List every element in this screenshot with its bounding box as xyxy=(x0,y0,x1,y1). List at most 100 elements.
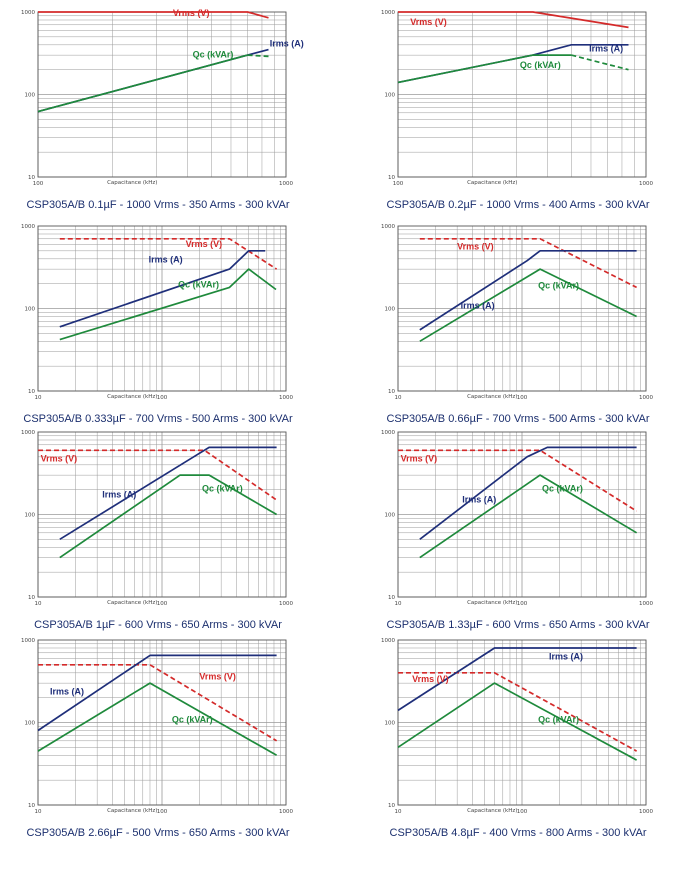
series-label: Irms (A) xyxy=(102,490,136,500)
x-tick-label: 100 xyxy=(393,181,404,187)
y-tick-label: 10 xyxy=(28,595,35,601)
y-tick-label: 100 xyxy=(25,721,36,727)
x-tick-label: 100 xyxy=(157,395,168,401)
series-line-qc-kvar xyxy=(397,54,572,84)
series-label: Irms (A) xyxy=(461,301,495,311)
x-tick-label: 10 xyxy=(35,809,42,815)
y-tick-label: 1000 xyxy=(21,638,35,644)
x-tick-label: 100 xyxy=(517,601,528,607)
plot-frame xyxy=(397,225,647,392)
y-tick-label: 100 xyxy=(385,513,396,519)
chart-panel: 1000 100 10 100 1000 Capacitance (kHz) Vrms (V… xyxy=(8,8,338,226)
series-line-qc-kvar xyxy=(59,474,278,559)
x-tick-label: 100 xyxy=(33,181,44,187)
series-label: Qc (kVAr) xyxy=(538,280,579,290)
y-tick-label: 10 xyxy=(388,175,395,181)
x-tick-label: 1000 xyxy=(279,181,293,187)
x-axis-label: Capacitance (kHz) xyxy=(467,808,517,814)
x-tick-label: 1000 xyxy=(279,601,293,607)
series-line-qc-kvar xyxy=(419,268,637,343)
x-tick-label: 10 xyxy=(395,809,402,815)
series-label: Vrms (V) xyxy=(41,453,78,463)
series-label: Qc (kVAr) xyxy=(542,484,583,494)
x-tick-label: 10 xyxy=(35,395,42,401)
x-tick-label: 1000 xyxy=(639,395,653,401)
series-line-qc-kvar xyxy=(59,268,277,341)
x-tick-label: 100 xyxy=(517,809,528,815)
series-line-irms-a xyxy=(419,249,637,331)
plot-frame xyxy=(37,431,287,598)
series-label: Vrms (V) xyxy=(457,241,494,251)
x-axis-label: Capacitance (kHz) xyxy=(467,394,517,400)
series-line-qc-kvar xyxy=(37,54,248,113)
y-tick-label: 1000 xyxy=(381,430,395,436)
x-tick-label: 10 xyxy=(35,601,42,607)
series-label: Vrms (V) xyxy=(186,239,223,249)
x-axis-label: Capacitance (kHz) xyxy=(107,600,157,606)
y-tick-label: 10 xyxy=(388,389,395,395)
chart-caption: CSP305A/B 0.66µF - 700 Vrms - 500 Arms -… xyxy=(386,413,650,425)
chart-panel: 1000 100 10 10 100 1000 Capacitance (kHz) Vrms … xyxy=(368,428,698,646)
y-tick-label: 100 xyxy=(25,513,36,519)
chart-panel: 1000 100 10 10 100 1000 Capacitance (kHz) Vrms … xyxy=(8,222,338,440)
x-axis-label: Capacitance (kHz) xyxy=(107,180,157,186)
x-tick-label: 10 xyxy=(395,601,402,607)
series-line-irms-a xyxy=(59,446,277,541)
y-tick-label: 1000 xyxy=(21,10,35,16)
y-tick-label: 10 xyxy=(388,595,395,601)
chart-caption: CSP305A/B 1.33µF - 600 Vrms - 650 Arms -… xyxy=(386,619,650,631)
series-label: Qc (kVAr) xyxy=(520,60,561,70)
y-tick-label: 1000 xyxy=(381,224,395,230)
y-tick-label: 1000 xyxy=(381,10,395,16)
series-line-vrms-v xyxy=(398,671,638,752)
y-tick-label: 1000 xyxy=(21,224,35,230)
series-line-vrms-v xyxy=(419,237,637,289)
x-axis-label: Capacitance (kHz) xyxy=(107,394,157,400)
y-tick-label: 100 xyxy=(25,307,36,313)
x-tick-label: 100 xyxy=(157,601,168,607)
series-line-qc-kvar xyxy=(37,682,278,757)
chart-panel: 1000 100 10 10 100 1000 Capacitance (kHz) Irms … xyxy=(8,636,338,854)
series-line-qc-tail xyxy=(247,54,269,58)
series-line-qc-tail xyxy=(571,54,629,71)
y-tick-label: 10 xyxy=(388,803,395,809)
y-tick-label: 1000 xyxy=(381,638,395,644)
chart-panel: 1000 100 10 10 100 1000 Capacitance (kHz) Irms … xyxy=(368,636,698,854)
x-tick-label: 1000 xyxy=(639,181,653,187)
series-label: Vrms (V) xyxy=(173,8,210,18)
series-line-qc-kvar xyxy=(397,682,638,761)
series-line-vrms-v xyxy=(398,11,629,29)
chart-caption: CSP305A/B 0.333µF - 700 Vrms - 500 Arms … xyxy=(23,413,293,425)
y-tick-label: 1000 xyxy=(21,430,35,436)
series-line-irms-a xyxy=(419,446,637,540)
x-tick-label: 1000 xyxy=(639,601,653,607)
series-label: Vrms (V) xyxy=(410,17,447,27)
series-label: Vrms (V) xyxy=(401,453,438,463)
series-line-vrms-v xyxy=(59,237,278,270)
chart-panel: 1000 100 10 10 100 1000 Capacitance (kHz) Vrms … xyxy=(368,222,698,440)
series-label: Irms (A) xyxy=(149,255,183,265)
series-line-vrms-v xyxy=(38,11,269,19)
chart-caption: CSP305A/B 0.1µF - 1000 Vrms - 350 Arms -… xyxy=(26,199,290,211)
y-tick-label: 100 xyxy=(385,93,396,99)
y-tick-label: 10 xyxy=(28,175,35,181)
chart-caption: CSP305A/B 1µF - 600 Vrms - 650 Arms - 30… xyxy=(34,619,282,631)
series-label: Qc (kVAr) xyxy=(178,279,219,289)
series-line-qc-kvar xyxy=(419,474,638,559)
x-axis-label: Capacitance (kHz) xyxy=(107,808,157,814)
y-tick-label: 10 xyxy=(28,803,35,809)
y-tick-label: 100 xyxy=(385,721,396,727)
plot-frame xyxy=(37,639,287,806)
series-label: Vrms (V) xyxy=(412,674,449,684)
x-tick-label: 100 xyxy=(517,395,528,401)
x-tick-label: 1000 xyxy=(279,809,293,815)
x-tick-label: 100 xyxy=(157,809,168,815)
chart-caption: CSP305A/B 4.8µF - 400 Vrms - 800 Arms - … xyxy=(389,827,647,839)
series-line-irms-a xyxy=(59,249,266,328)
x-axis-label: Capacitance (kHz) xyxy=(467,600,517,606)
